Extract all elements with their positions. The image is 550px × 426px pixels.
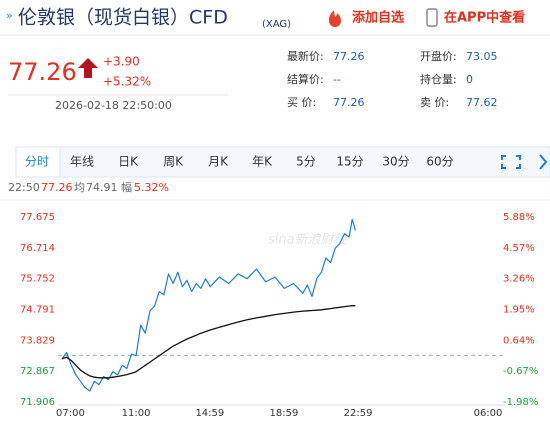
- stat-label: 买 价:: [287, 96, 316, 109]
- y2-tick-label: 4.57%: [503, 243, 535, 254]
- stat-value: --: [333, 73, 341, 86]
- y-tick-label: 74.791: [20, 304, 55, 315]
- y-tick-label: 73.829: [20, 335, 55, 346]
- y-tick-label: 71.906: [20, 397, 55, 408]
- info: 77.26: [41, 181, 73, 194]
- code: (XAG): [262, 19, 291, 30]
- percent: +5.32%: [103, 75, 151, 89]
- change: +3.90: [103, 55, 140, 69]
- phone-icon[interactable]: [426, 8, 438, 27]
- y2-tick-label: 5.88%: [503, 212, 535, 223]
- y2-tick-label: 0.64%: [503, 335, 535, 346]
- tab[interactable]: 30分: [382, 155, 409, 169]
- y-tick-label: 75.752: [20, 274, 55, 285]
- stat-value: 77.26: [333, 50, 365, 63]
- stat-value: 77.26: [333, 96, 365, 109]
- icon: »: [6, 9, 13, 22]
- quote-time: 2026-02-18 22:50:00: [55, 99, 172, 112]
- y2-tick-label: -0.67%: [503, 366, 538, 377]
- stat-label: 最新价:: [287, 49, 324, 63]
- tab[interactable]: 分时: [25, 155, 49, 169]
- stat-label: 结算价:: [287, 72, 324, 86]
- x-tick-label: 18:59: [270, 408, 299, 419]
- info: 22:50: [8, 181, 40, 194]
- x-tick-label: 07:00: [56, 408, 85, 419]
- stat-value: 73.05: [466, 50, 498, 63]
- tab-bar: [15, 146, 550, 178]
- tab[interactable]: 5分: [296, 155, 316, 169]
- y2-tick-label: 1.95%: [503, 305, 535, 316]
- tab[interactable]: 月K: [208, 155, 229, 169]
- average-line: [61, 305, 356, 379]
- settings-icon[interactable]: [539, 154, 548, 170]
- y-tick-label: 77.675: [20, 212, 55, 223]
- y-tick-label: 76.714: [20, 243, 55, 254]
- info: 5.32%: [134, 181, 169, 194]
- up-arrow: [78, 58, 98, 78]
- watch-button[interactable]: 添加自选: [352, 10, 404, 26]
- info: 74.91: [86, 181, 118, 194]
- tab-active: [15, 146, 61, 178]
- flame-icon[interactable]: [328, 10, 341, 27]
- x-tick-label: 11:00: [122, 408, 151, 419]
- stat-label: 持仓量:: [420, 72, 457, 86]
- tab[interactable]: 年K: [252, 155, 273, 169]
- x-tick-label: 22:59: [344, 408, 373, 419]
- info: 均: [74, 181, 85, 194]
- watermark: sina新浪财经: [268, 232, 349, 248]
- tab[interactable]: 年线: [70, 155, 94, 169]
- tab[interactable]: 15分: [336, 155, 363, 169]
- tab[interactable]: 日K: [118, 155, 139, 169]
- tab[interactable]: 60分: [426, 155, 453, 169]
- x-tick-label: 06:00: [474, 408, 503, 419]
- y2-tick-label: -1.98%: [503, 397, 538, 408]
- tab[interactable]: 周K: [163, 155, 184, 169]
- info: 幅: [121, 181, 132, 194]
- stat-value: 0: [466, 73, 473, 86]
- title: 伦敦银（现货白银）CFD: [18, 7, 228, 29]
- stat-label: 卖 价:: [420, 96, 449, 109]
- stat-value: 77.62: [466, 96, 498, 109]
- y2-tick-label: 3.26%: [503, 274, 535, 285]
- x-tick-label: 14:59: [195, 408, 224, 419]
- price-line: [61, 218, 356, 392]
- app-button[interactable]: 在APP中查看: [444, 10, 525, 26]
- price: 77.26: [8, 58, 77, 86]
- y-tick-label: 72.867: [20, 366, 55, 377]
- fullscreen-icon[interactable]: [501, 155, 521, 169]
- stat-label: 开盘价:: [420, 49, 457, 63]
